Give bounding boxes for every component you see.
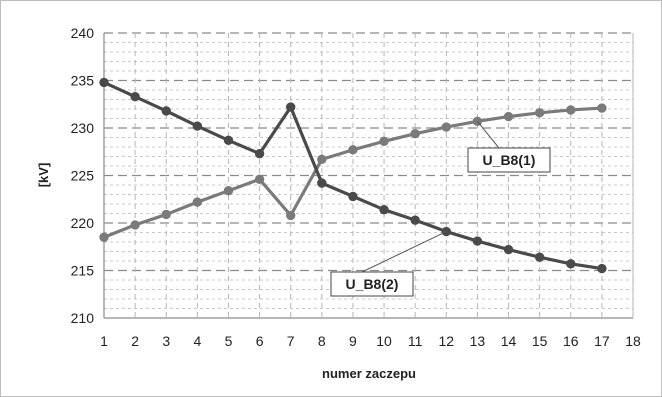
data-point [130, 220, 140, 230]
data-point [286, 210, 296, 221]
data-point [223, 186, 234, 196]
data-point [410, 215, 420, 225]
callout-leader [477, 121, 500, 149]
x-tick-label: 11 [408, 333, 423, 349]
data-point [597, 103, 607, 113]
x-axis-title: numer zaczepu [322, 366, 416, 381]
x-tick-label: 17 [594, 333, 610, 349]
data-point [379, 205, 389, 215]
y-tick-label: 210 [71, 310, 95, 326]
data-point [192, 197, 203, 207]
data-point [566, 105, 576, 115]
data-point [99, 77, 109, 88]
data-point [503, 244, 514, 255]
data-point [161, 106, 171, 116]
data-point [534, 108, 545, 118]
y-tick-label: 220 [71, 215, 95, 231]
x-tick-label: 10 [376, 333, 392, 349]
data-point [534, 252, 545, 262]
x-tick-label: 5 [225, 333, 233, 349]
data-point [161, 209, 171, 220]
data-point [99, 232, 109, 242]
data-point [254, 174, 265, 185]
x-tick-label: 7 [287, 333, 295, 349]
data-point [566, 259, 576, 269]
callout-label-ub8-1: U_B8(1) [483, 152, 536, 168]
x-tick-label: 14 [501, 333, 517, 349]
x-tick-label: 4 [193, 333, 201, 349]
x-tick-label: 2 [131, 333, 139, 349]
x-tick-label: 15 [532, 333, 548, 349]
data-point [410, 129, 420, 139]
data-point [348, 191, 358, 202]
y-tick-label: 215 [71, 263, 95, 279]
callout-label-ub8-2: U_B8(2) [346, 276, 399, 292]
data-point [441, 122, 451, 132]
data-point [348, 145, 358, 155]
y-tick-label: 235 [71, 73, 95, 89]
callout-leader [361, 231, 447, 273]
major-gridlines [104, 32, 634, 318]
x-tick-label: 9 [349, 333, 357, 349]
data-point [286, 102, 296, 112]
x-tick-label: 16 [563, 333, 579, 349]
x-tick-label: 6 [256, 333, 264, 349]
y-tick-labels: 210 215 220 225 230 235 240 [71, 25, 95, 326]
x-tick-label: 13 [470, 333, 486, 349]
series-callouts: U_B8(1) U_B8(2) [330, 121, 551, 297]
x-tick-label: 12 [439, 333, 455, 349]
data-point [472, 236, 483, 246]
callout-box [330, 271, 414, 297]
data-point [254, 148, 265, 159]
y-tick-label: 225 [71, 168, 95, 184]
data-point [379, 136, 389, 147]
series-layer [99, 77, 607, 274]
data-point [317, 154, 327, 165]
y-tick-label: 230 [71, 120, 95, 136]
data-point [317, 178, 327, 188]
y-axis-title: [kV] [36, 163, 51, 188]
data-point [130, 91, 140, 102]
data-point [597, 263, 607, 274]
x-tick-label: 8 [318, 333, 326, 349]
x-tick-label: 1 [100, 333, 108, 349]
x-tick-labels: 1 2 3 4 5 6 7 8 9 10 11 12 13 14 15 16 17 18 [100, 333, 641, 349]
x-tick-label: 18 [625, 333, 641, 349]
data-point [192, 121, 203, 131]
data-point [503, 111, 514, 122]
data-point [223, 135, 234, 146]
y-tick-label: 240 [71, 25, 95, 41]
x-tick-label: 3 [162, 333, 170, 349]
callout-box [467, 147, 551, 173]
